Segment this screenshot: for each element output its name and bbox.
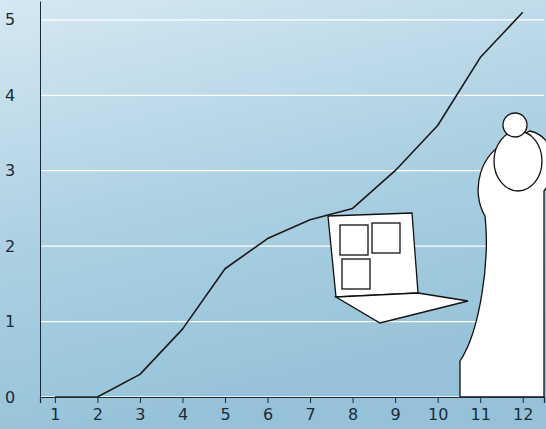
x-tick: 12 [513,397,533,424]
video-tile [342,259,370,289]
y-axis-line [40,2,41,398]
video-tile [372,223,400,253]
x-tick-label: 9 [391,405,401,424]
x-tick-label: 11 [471,405,491,424]
grid-line [40,95,544,96]
y-tick: 5 [5,10,40,29]
x-tick-label: 6 [263,405,273,424]
x-tick: 3 [135,397,145,424]
chart: 123456789101112012345 [0,0,546,429]
y-tick: 3 [5,161,40,180]
marks [55,12,523,397]
head [494,131,542,191]
x-tick-mark [182,397,183,403]
x-tick-mark [353,397,354,403]
x-tick-mark [97,397,98,403]
x-tick-label: 5 [220,405,230,424]
x-tick: 11 [471,397,491,424]
x-tick: 5 [220,397,230,424]
x-axis-line [41,398,545,404]
illustration [328,113,546,397]
x-tick-mark [438,397,439,403]
video-tile [340,225,368,255]
y-tick: 1 [5,312,40,331]
plot: 123456789101112012345 [5,2,546,425]
x-tick-mark [310,397,311,403]
grid-line [40,321,544,322]
y-tick: 2 [5,237,40,256]
hair-bun [503,113,527,137]
x-tick: 10 [428,397,448,424]
x-tick-mark [268,397,269,403]
x-tick-mark [225,397,226,403]
x-tick: 6 [263,397,273,424]
x-tick-mark [140,397,141,403]
y-tick-label: 1 [5,312,15,331]
y-tick: 4 [5,86,40,105]
x-tick-label: 10 [428,405,448,424]
y-tick: 0 [5,388,40,407]
person [460,131,546,397]
series-line [55,12,523,397]
x-tick-label: 2 [93,405,103,424]
grid-line [40,170,544,171]
x-tick-label: 12 [513,405,533,424]
grid-line [40,19,544,20]
y-tick-label: 4 [5,86,15,105]
x-tick-mark [395,397,396,403]
x-tick-label: 4 [178,405,188,424]
x-tick-label: 3 [135,405,145,424]
x-tick: 2 [93,397,103,424]
x-tick: 7 [305,397,315,424]
x-tick: 9 [391,397,401,424]
x-tick-mark [55,397,56,403]
x-tick-label: 8 [348,405,358,424]
y-axis: 0 1 2 3 4 5 [5,2,41,407]
laptop-screen [328,213,418,297]
y-tick-label: 2 [5,237,15,256]
y-tick-label: 3 [5,161,15,180]
x-tick: 1 [50,397,60,424]
x-tick: 8 [348,397,358,424]
laptop-base [336,293,468,323]
x-tick-label: 1 [50,405,60,424]
y-tick-label: 5 [5,10,15,29]
grid-line [40,245,544,246]
x-tick-label: 7 [305,405,315,424]
x-tick: 4 [178,397,188,424]
y-tick-label: 0 [5,388,15,407]
x-tick-mark [523,397,524,403]
x-tick-mark [480,397,481,403]
x-axis: 123456789101112 [41,397,545,424]
